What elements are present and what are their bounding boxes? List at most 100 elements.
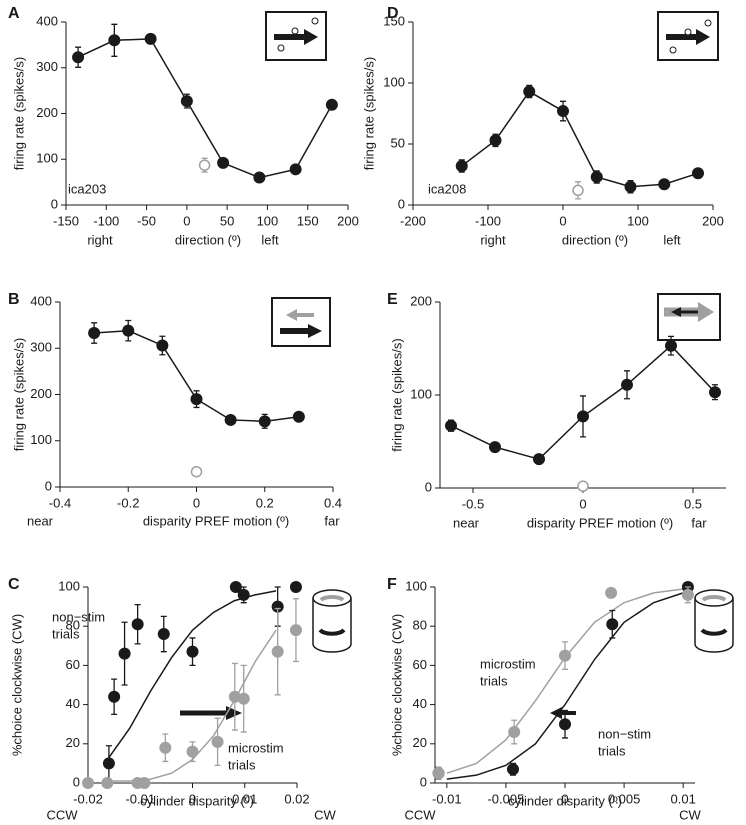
y-axis-label: %choice clockwise (CW): [389, 614, 404, 756]
x-tick-label: -0.4: [49, 495, 71, 510]
y-tick-label: 50: [391, 135, 405, 150]
data-point: [292, 410, 305, 423]
y-tick-label: 0: [73, 774, 80, 789]
x-tick-label: -0.005: [487, 791, 524, 806]
x-axis-label: disparity PREF motion (º): [527, 515, 673, 530]
panel-label: C: [8, 576, 20, 593]
data-point: [271, 645, 284, 658]
x-left-label: right: [87, 232, 113, 247]
y-tick-label: 400: [30, 293, 52, 308]
x-tick-label: 0: [559, 213, 566, 228]
data-point: [108, 690, 121, 703]
panel-label: A: [8, 5, 20, 22]
x-left-label: CCW: [404, 807, 436, 822]
data-point: [289, 581, 302, 593]
data-point: [258, 415, 271, 428]
data-point: [271, 600, 284, 613]
data-point: [122, 324, 135, 337]
y-axis-label: firing rate (spikes/s): [389, 338, 404, 451]
annotation: trials: [480, 673, 508, 688]
data-point: [325, 98, 338, 111]
data-line: [108, 590, 277, 758]
inset-cylinder-f: [694, 589, 734, 653]
data-point: [186, 645, 199, 658]
panel-label: F: [387, 576, 397, 593]
y-tick-label: 20: [413, 735, 427, 750]
inset-a: [265, 11, 327, 61]
inset-b: [271, 297, 331, 347]
data-point: [289, 624, 302, 637]
data-point: [186, 745, 199, 758]
shift-arrow-c: [180, 706, 242, 720]
data-point: [624, 180, 637, 193]
data-point: [217, 156, 230, 169]
y-axis-label: firing rate (spikes/s): [11, 338, 26, 451]
data-point: [445, 419, 457, 432]
data-point: [198, 159, 211, 171]
data-point: [508, 726, 521, 739]
x-tick-label: 150: [297, 213, 319, 228]
x-axis-label: disparity PREF motion (º): [143, 513, 289, 528]
y-tick-label: 80: [66, 618, 80, 633]
annotation: microstim: [480, 656, 536, 671]
data-point: [180, 95, 193, 108]
data-point: [489, 134, 502, 147]
y-tick-label: 0: [398, 196, 405, 211]
annotation: microstim: [228, 740, 284, 755]
x-tick-label: 0: [579, 496, 586, 511]
y-tick-label: 200: [410, 293, 432, 308]
x-tick-label: 100: [257, 213, 279, 228]
x-tick-label: 0.01: [232, 791, 257, 806]
data-point: [606, 618, 619, 631]
y-tick-label: 100: [383, 74, 405, 89]
x-tick-label: 0.4: [324, 495, 342, 510]
annotation: non−stim: [52, 609, 105, 624]
x-tick-label: -150: [53, 213, 79, 228]
y-tick-label: 100: [410, 386, 432, 401]
data-point: [101, 777, 114, 789]
y-tick-label: 40: [66, 696, 80, 711]
y-tick-label: 200: [36, 105, 58, 120]
data-point: [156, 339, 169, 352]
y-tick-label: 100: [58, 578, 80, 593]
data-point: [658, 178, 671, 191]
y-tick-label: 40: [413, 696, 427, 711]
x-tick-label: -200: [400, 213, 426, 228]
inset-text: ica203: [68, 181, 106, 196]
y-tick-label: 300: [30, 340, 52, 355]
y-tick-label: 200: [30, 386, 52, 401]
data-point: [144, 32, 157, 45]
x-tick-label: 200: [702, 213, 724, 228]
inset-cylinder-c: [312, 589, 352, 653]
panel-label: D: [387, 5, 399, 22]
data-point: [229, 581, 242, 593]
data-point: [557, 105, 569, 118]
y-axis-label: %choice clockwise (CW): [9, 614, 24, 756]
data-point: [72, 51, 85, 64]
x-tick-label: 0: [189, 791, 196, 806]
x-axis-label: cylinder disparity (º): [140, 793, 254, 808]
data-point: [190, 465, 203, 478]
x-tick-label: -100: [93, 213, 119, 228]
data-point: [559, 649, 571, 662]
data-line: [77, 38, 333, 179]
data-point: [621, 378, 633, 391]
y-tick-label: 0: [51, 196, 58, 211]
x-right-label: far: [691, 515, 707, 530]
data-point: [432, 767, 445, 780]
x-tick-label: -0.2: [117, 495, 139, 510]
y-tick-label: 80: [413, 618, 427, 633]
data-point: [559, 718, 571, 731]
y-tick-label: 100: [36, 151, 58, 166]
x-tick-label: 0.2: [256, 495, 274, 510]
x-tick-label: -50: [137, 213, 156, 228]
x-tick-label: 0: [193, 495, 200, 510]
data-point: [157, 628, 170, 641]
y-tick-label: 0: [45, 478, 52, 493]
inset-e: [657, 293, 721, 341]
x-tick-label: -0.01: [432, 791, 462, 806]
data-point: [211, 735, 224, 748]
shift-arrow-f: [550, 707, 576, 719]
x-tick-label: 0: [561, 791, 568, 806]
